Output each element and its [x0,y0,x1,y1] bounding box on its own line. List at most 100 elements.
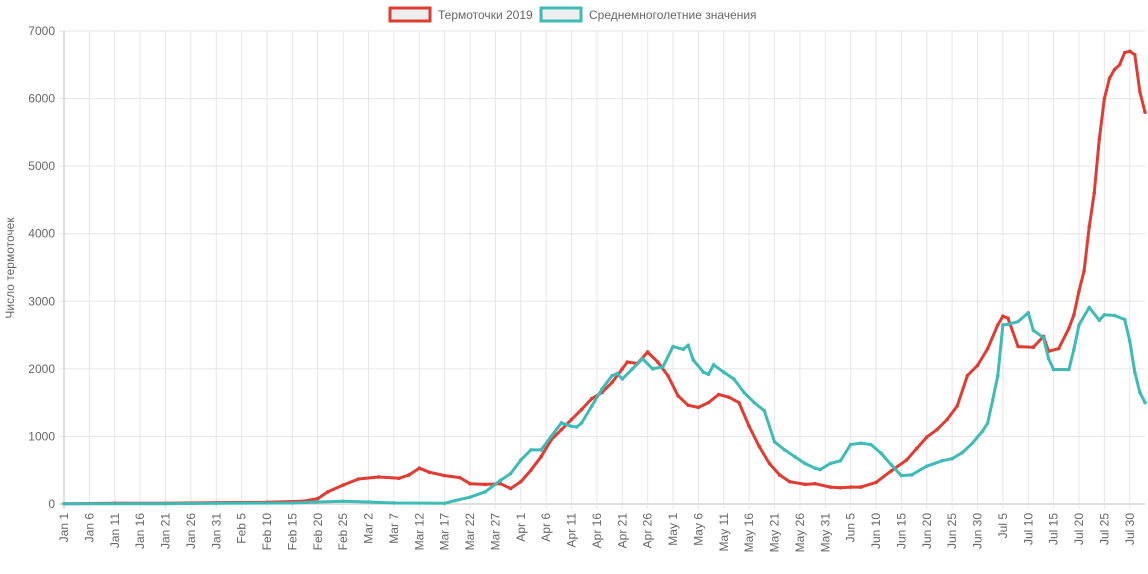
series-2 [62,305,1147,506]
data-point [793,454,797,459]
data-point [1112,67,1117,72]
data-point [590,396,594,401]
data-point [1067,326,1071,331]
data-point [787,479,792,484]
data-point [1138,390,1142,395]
data-point [442,473,447,478]
x-tick-label: Jan 26 [184,513,198,549]
data-point [529,448,533,452]
series-line [64,305,1147,506]
legend-swatch [388,6,432,23]
x-tick-label: Jan 1 [57,513,71,543]
data-point [655,360,660,364]
data-point [1092,191,1097,195]
data-point [574,425,579,429]
data-point [965,373,970,378]
data-point [727,395,731,400]
legend-item[interactable]: Среднемноголетние значения [539,6,757,23]
data-point [315,500,320,504]
data-point [945,417,949,422]
data-point [610,373,614,378]
data-point [706,400,711,405]
data-point [1082,269,1086,273]
x-tick-label: May 21 [768,513,782,553]
x-tick-label: Mar 7 [387,513,401,544]
data-point [975,363,980,368]
x-tick-label: Jun 5 [844,513,858,543]
x-tick-label: May 31 [818,513,832,553]
data-point [691,358,696,362]
x-tick-label: Feb 5 [235,513,249,544]
data-point [458,475,462,480]
data-point [559,427,564,432]
data-point [579,407,584,412]
data-point [569,417,574,422]
series-line [63,49,1147,506]
data-point [1117,62,1122,67]
data-point [1133,52,1137,57]
x-tick-label: May 1 [666,513,680,546]
data-point [721,370,726,375]
data-point [813,466,817,470]
x-tick-label: Jul 30 [1123,513,1137,545]
data-point [508,486,513,491]
data-point [1072,347,1076,352]
data-point [711,363,716,367]
data-point [828,461,833,466]
data-point [762,408,767,413]
data-point [498,478,503,483]
data-point [1122,317,1127,322]
data-point [1001,314,1005,318]
data-point [356,477,361,481]
y-tick-label: 7000 [28,24,55,38]
data-point [214,501,219,506]
x-tick-label: Jul 5 [996,513,1010,539]
data-point [996,323,1000,327]
x-axis-ticks: Jan 1 Jan 6 Jan 11 Jan 16 Jan 21 Jan 26 Jan 31… [57,513,1137,553]
data-point [899,473,904,478]
data-point [904,458,909,462]
data-point [1138,90,1142,94]
data-point [838,485,843,490]
data-point [950,456,954,461]
data-point [1031,328,1036,333]
data-point [1077,289,1081,293]
x-tick-label: Jul 20 [1072,513,1086,545]
data-point [1107,76,1112,81]
data-point [924,464,929,468]
y-tick-label: 1000 [28,429,55,443]
data-point [990,398,995,402]
data-point [417,466,422,470]
data-point [985,421,990,425]
x-tick-label: Jan 21 [159,513,173,549]
data-point [970,441,975,445]
data-point [777,473,782,477]
data-point [701,370,706,375]
data-point [468,481,472,486]
data-point [747,424,751,429]
data-point [640,356,645,361]
data-point [341,483,345,487]
legend-item[interactable]: Термоточки 2019 [388,6,533,23]
x-tick-label: Jun 25 [945,513,959,549]
x-tick-label: Feb 15 [285,513,299,551]
data-point [803,461,807,466]
data-point [767,461,772,466]
data-point [955,404,960,408]
data-point [539,454,543,459]
data-point [442,501,447,506]
legend-label: Термоточки 2019 [438,8,533,22]
y-tick-label: 0 [48,497,55,511]
data-point [661,365,665,369]
data-point [1072,313,1076,317]
y-axis-ticks: 0 1000 2000 3000 4000 5000 6000 7000 [28,24,55,511]
data-point [1143,400,1147,405]
data-point [757,444,762,449]
data-point [732,377,736,381]
data-point [1046,356,1051,361]
data-point [960,450,965,455]
data-point [518,479,523,484]
data-point [696,405,701,410]
grid-lines [59,30,1145,509]
